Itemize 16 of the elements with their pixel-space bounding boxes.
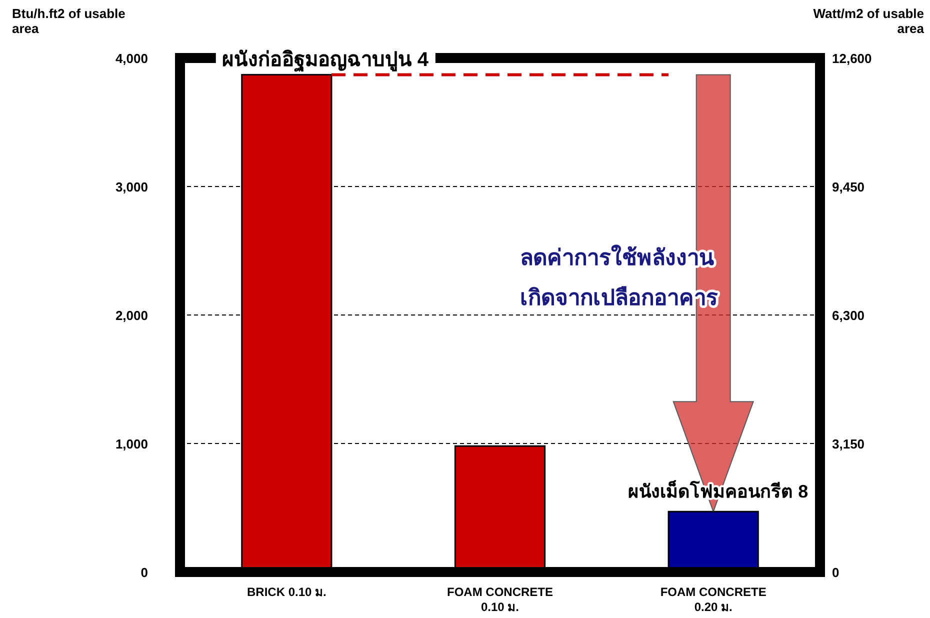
y-tick-label: 0	[140, 565, 148, 580]
y-axis-title: Btu/h.ft2 of usable area	[12, 6, 126, 36]
y2-tick-label: 3,150	[832, 436, 865, 452]
y2-tick-label: 9,450	[832, 180, 865, 194]
annotation: ผนังก่ออิฐมอญฉาบปูน 4	[222, 49, 430, 73]
y-tick-label: 2,000	[115, 308, 148, 323]
x-tick-label: FOAM CONCRETE 0.20 ม.	[660, 585, 766, 614]
x-tick-label: BRICK 0.10 ม.	[246, 585, 326, 599]
y-tick-label: 1,000	[115, 436, 148, 452]
y-tick-label: 3,000	[115, 180, 148, 194]
y2-axis-title: Watt/m2 of usable area	[813, 6, 925, 36]
y2-tick-label: 12,600	[832, 51, 872, 66]
x-tick-label: FOAM CONCRETE 0.10 ม.	[447, 585, 553, 614]
y2-tick-label: 6,300	[832, 308, 865, 323]
y-tick-label: 4,000	[115, 51, 148, 66]
y2-tick-label: 0	[832, 565, 840, 580]
